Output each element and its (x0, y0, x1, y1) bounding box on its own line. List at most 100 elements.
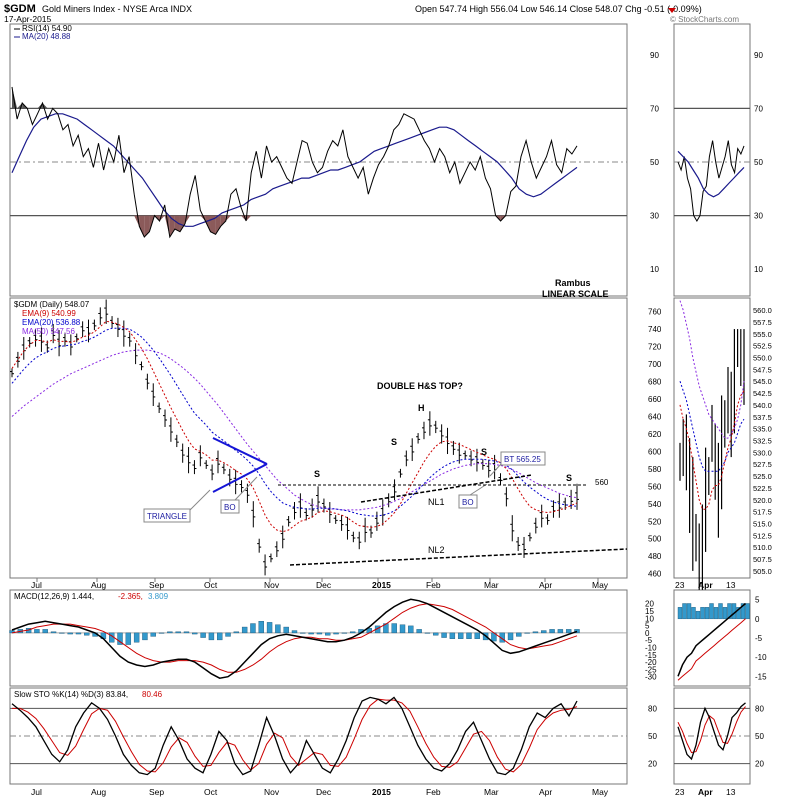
oversold-fill (246, 215, 252, 221)
macd-inset-bar (682, 603, 687, 620)
macd-histogram-bar (158, 632, 165, 634)
macd-y-tick: -20 (645, 658, 657, 667)
oversold-fill (169, 215, 175, 238)
price-legend: $GDM (Daily) 548.07 EMA(9) 540.99 EMA(20… (14, 300, 90, 336)
linear-scale-label: LINEAR SCALE (542, 289, 609, 299)
nl1-label: NL1 (428, 497, 445, 507)
inset-x-label: 13 (726, 787, 736, 797)
price-inset-y-tick: 505.0 (753, 567, 772, 576)
sto-inset-d-line (677, 706, 746, 754)
down-arrow-icon (668, 8, 676, 13)
price-inset-y-tick: 525.0 (753, 472, 772, 481)
price-y-tick: 560 (648, 482, 662, 491)
oversold-fill (139, 215, 145, 238)
rsi-inset-ma-line (677, 150, 745, 198)
macd-histogram-bar (225, 632, 231, 637)
x-label: Dec (316, 580, 332, 590)
callout-pointer (189, 489, 211, 511)
price-inset-y-tick: 532.5 (753, 437, 772, 446)
macd-inset-bar (704, 607, 710, 620)
macd-histogram-bar (541, 630, 547, 634)
price-legend-ema9: EMA(9) 540.99 (22, 309, 76, 318)
macd-inset-bar (736, 607, 741, 620)
macd-y-tick: 15 (645, 607, 654, 616)
callout-pointer (234, 476, 258, 501)
macd-histogram-bar (208, 632, 215, 641)
triangle-upper-line (212, 437, 268, 465)
inset-ema20-line (679, 381, 745, 472)
macd-histogram-bar (349, 631, 356, 634)
macd-histogram-bar (233, 631, 240, 634)
macd-histogram-bar (117, 632, 123, 645)
price-y-tick: 600 (648, 447, 662, 456)
ema9-line (11, 320, 578, 533)
macd-signal-line (11, 603, 578, 673)
macd-histogram-bar (266, 622, 273, 634)
sto-y-tick: 20 (648, 760, 657, 769)
macd-inset-y-tick: -5 (755, 634, 763, 643)
callout-pointer (469, 483, 488, 496)
macd-y-tick: -5 (645, 636, 653, 645)
x-label: Feb (426, 580, 441, 590)
rsi-legend-ma: MA(20) 48.88 (22, 32, 71, 41)
rsi-legend: RSI(14) 54.90 MA(20) 48.88 (14, 24, 72, 41)
macd-histogram-bar (192, 632, 198, 635)
x-label: Feb (426, 787, 441, 797)
price-inset-y-tick: 540.0 (753, 401, 772, 410)
macd-inset-bar (713, 607, 719, 620)
macd-histogram-bar (474, 632, 480, 639)
shoulder-label: S (391, 437, 397, 447)
rsi-line (11, 86, 578, 239)
sto-y-tick: 50 (648, 732, 657, 741)
head-label: H (418, 403, 425, 413)
macd-histogram-bar (125, 632, 132, 645)
x-label: 2015 (372, 580, 391, 590)
inset-x-label: 23 (675, 787, 685, 797)
x-label: Oct (204, 787, 218, 797)
rsi-inset-y-tick: 90 (754, 51, 763, 60)
price-inset-y-tick: 552.5 (753, 342, 772, 351)
macd-histogram-bar (308, 632, 314, 635)
price-y-tick: 620 (648, 430, 662, 439)
rsi-inset-y-tick: 50 (754, 158, 763, 167)
x-label: Jul (31, 787, 42, 797)
inset-ma50-line (679, 300, 745, 439)
rambus-label: Rambus (555, 278, 591, 288)
inset-x-label: Apr (698, 787, 713, 797)
shoulder-label: S (566, 473, 572, 483)
header-date: 17-Apr-2015 (4, 14, 52, 24)
price-y-tick: 500 (648, 535, 662, 544)
macd-inset-bar (695, 610, 701, 620)
rsi-inset-y-tick: 30 (754, 212, 763, 221)
neckline-1 (360, 474, 533, 503)
price-y-tick: 720 (648, 343, 662, 352)
watermark: © StockCharts.com (670, 15, 739, 24)
macd-histogram-bar (341, 632, 348, 634)
price-inset-y-tick: 522.5 (753, 484, 772, 493)
macd-histogram-bar (133, 632, 140, 643)
price-y-tick: 540 (648, 500, 662, 509)
macd-legend-hist: 3.809 (148, 592, 169, 601)
rsi-y-tick: 30 (650, 212, 659, 221)
rsi-inset-y-tick: 10 (754, 265, 763, 274)
sto-legend-d: 80.46 (142, 690, 163, 699)
macd-inset-signal (677, 618, 746, 681)
ma50-line (11, 349, 578, 511)
triangle-callout-text: TRIANGLE (147, 512, 187, 521)
rsi-ma-line (11, 113, 578, 227)
macd-histogram-bar (466, 632, 472, 639)
macd-inset-bar (722, 607, 728, 620)
macd-y-tick: 10 (645, 614, 654, 623)
bo-callout-text: BO (224, 503, 236, 512)
macd-inset-bar (718, 603, 723, 620)
macd-inset-bar (677, 607, 683, 620)
macd-histogram-bar (75, 632, 82, 635)
bt-callout-text: BT 565.25 (504, 455, 541, 464)
macd-inset-bar (686, 603, 692, 620)
macd-histogram-bar (200, 632, 206, 638)
neckline-2 (289, 548, 628, 566)
price-inset-y-tick: 512.5 (753, 531, 772, 540)
macd-histogram-bar (258, 621, 264, 634)
price-y-tick: 740 (648, 325, 662, 334)
